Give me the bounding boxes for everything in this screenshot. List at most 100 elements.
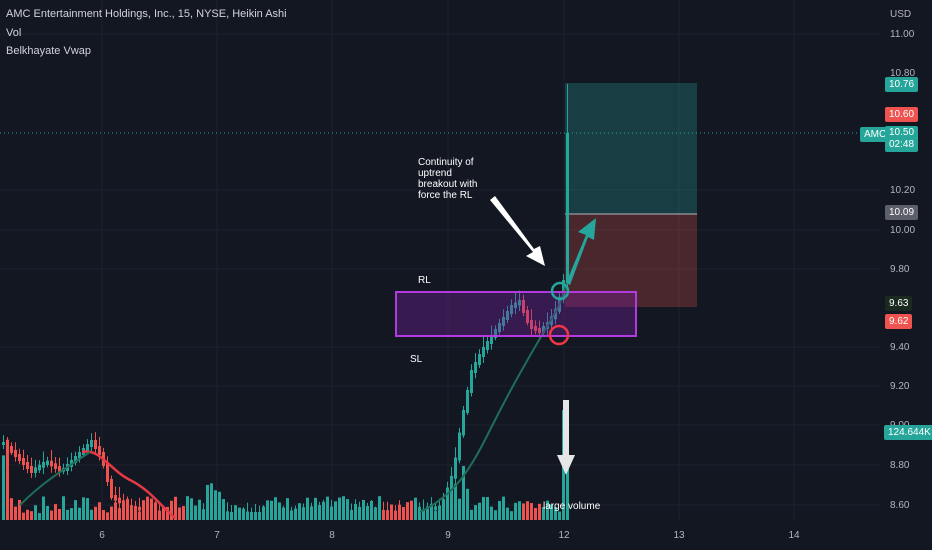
candle-body [490, 335, 493, 344]
candle-body [474, 362, 477, 373]
candle-body [374, 510, 377, 513]
level-green-tag: 9.63 [885, 296, 913, 311]
volume-bar [554, 507, 557, 520]
volume-bar [38, 513, 41, 520]
volume-bar [494, 510, 497, 520]
volume-bar [206, 484, 209, 520]
volume-bar [78, 507, 81, 520]
volume-bar [134, 509, 137, 520]
volume-bar [42, 496, 45, 520]
candle-body [142, 507, 145, 512]
volume-bar [498, 500, 501, 520]
volume-bar [478, 502, 481, 520]
candle-body [258, 512, 261, 515]
volume-bar [530, 503, 533, 520]
candle-body [218, 512, 221, 516]
volume-bar [94, 506, 97, 520]
candle-body [486, 341, 489, 350]
candle-body [150, 509, 153, 513]
candle-body [350, 510, 353, 513]
sl-label: SL [410, 354, 423, 365]
candle-body [30, 466, 33, 473]
candle-body [358, 510, 361, 513]
volume-bar [550, 504, 553, 520]
candle-body [430, 507, 433, 512]
candle-body [458, 432, 461, 461]
candle-body [126, 503, 129, 509]
tick-10-80: 10.80 [890, 68, 916, 79]
candle-body [402, 511, 405, 515]
candle-body [302, 510, 305, 514]
volume-arrow [557, 400, 575, 475]
candle-body [22, 458, 25, 465]
sl-circle [548, 324, 570, 346]
volume-bar [502, 496, 505, 520]
candle-body [466, 390, 469, 413]
candle-body [178, 514, 181, 518]
volume-bar [58, 508, 61, 520]
volume-bar [526, 501, 529, 520]
volume-bar [470, 509, 473, 520]
candle-body [74, 456, 77, 463]
candle-body [318, 510, 321, 513]
volume-bar [34, 505, 37, 520]
volume-bar [218, 491, 221, 520]
volume-bar [26, 509, 29, 520]
volume-bar [438, 509, 441, 520]
candle-body [202, 513, 205, 517]
vwap-green-line-left [19, 451, 91, 506]
candle-body [334, 510, 337, 513]
candle-body [50, 460, 53, 467]
volume-bar [50, 510, 53, 520]
volume-bar [506, 507, 509, 520]
candle-body [182, 514, 185, 518]
candle-body [34, 467, 37, 473]
time-tick-13: 13 [673, 530, 685, 541]
time-axis[interactable] [0, 520, 932, 550]
candle-body [14, 450, 17, 457]
tick-10-00: 10.00 [890, 225, 916, 236]
indicator-vwap[interactable]: Belkhayate Vwap [6, 45, 91, 57]
candle-body [326, 510, 329, 513]
candle-body [278, 511, 281, 515]
chart-title: AMC Entertainment Holdings, Inc., 15, NY… [6, 8, 287, 20]
volume-bar [2, 455, 5, 520]
candle-body [26, 462, 29, 469]
candle-body [294, 510, 297, 514]
candle-body [518, 300, 521, 306]
candle-body [134, 506, 137, 510]
volume-bar [118, 508, 121, 520]
volume-bar [454, 483, 457, 520]
time-tick-9: 9 [445, 530, 451, 541]
candle-body [370, 510, 373, 513]
candle-body [298, 510, 301, 514]
volume-bar [46, 506, 49, 520]
volume-bar [518, 501, 521, 520]
candle-body [86, 444, 89, 451]
candle-body [522, 300, 525, 313]
candle-body [498, 323, 501, 332]
volume-bar [458, 498, 461, 520]
volume-bar [490, 506, 493, 520]
candle-body [18, 454, 21, 461]
volume-tag: 124.644K [884, 425, 932, 440]
candle-body [234, 512, 237, 515]
candle-body [246, 512, 249, 515]
candle-body [118, 497, 121, 504]
candle-body [410, 511, 413, 515]
annotation-arrow-white [490, 196, 545, 266]
volume-bar [82, 497, 85, 520]
candle-body [418, 510, 421, 515]
candle-body [386, 510, 389, 514]
price-chart[interactable] [0, 0, 880, 520]
candle-body [510, 305, 513, 314]
candle-body [398, 510, 401, 515]
candle-body [282, 510, 285, 515]
time-tick-14: 14 [788, 530, 800, 541]
volume-bar [510, 511, 513, 520]
continuity-note: Continuity of uptrend breakout with forc… [418, 157, 478, 201]
candle-body [154, 510, 157, 514]
indicator-volume[interactable]: Vol [6, 27, 22, 39]
candle-body [442, 499, 445, 509]
candle-body [534, 326, 537, 331]
